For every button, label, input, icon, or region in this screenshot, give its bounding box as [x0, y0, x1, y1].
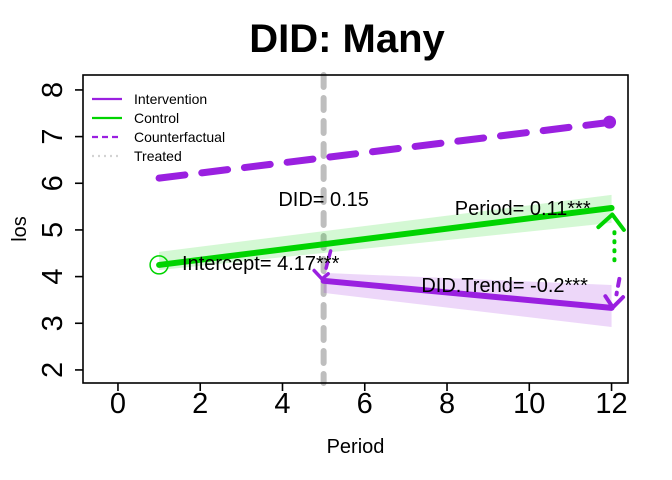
y-axis-label: los	[9, 216, 31, 242]
annotation-did-trend: DID.Trend= -0.2***	[421, 275, 588, 297]
effect-arrow-purple	[614, 276, 622, 297]
axes-group: 0 2 4 6 8 10 12 2 3 4 5 6 7 8	[37, 82, 628, 420]
legend-label: Treated	[134, 148, 182, 164]
titles-group: DID: Many Period los	[9, 17, 446, 458]
series-line-intervention	[320, 277, 615, 311]
did-jump-arrow-head	[312, 268, 330, 281]
did-jump-arrow	[324, 249, 333, 270]
x-tick-label: 10	[513, 388, 545, 420]
annotation-did: DID= 0.15	[278, 189, 369, 211]
legend-label: Control	[134, 110, 179, 126]
x-tick-label: 4	[274, 388, 290, 420]
y-tick-label: 5	[37, 222, 69, 238]
x-tick-label: 8	[439, 388, 455, 420]
legend-item-intervention: Intervention	[92, 91, 207, 107]
legend-item-treated: Treated	[92, 148, 182, 164]
series-start-marker-control	[149, 255, 169, 275]
x-tick-label: 0	[110, 388, 126, 420]
series-lines-group	[149, 115, 617, 311]
series-end-dot-counterfactual	[603, 115, 617, 129]
chart-title: DID: Many	[249, 17, 445, 61]
annotation-intercept: Intercept= 4.17***	[182, 253, 340, 275]
y-tick-label: 2	[37, 362, 69, 378]
y-tick-label: 3	[37, 315, 69, 331]
x-tick-label: 6	[357, 388, 373, 420]
effect-arrow-purple-head	[603, 294, 626, 310]
series-line-counterfactual	[155, 118, 616, 182]
legend-label: Intervention	[134, 91, 207, 107]
annotation-period: Period= 0.11***	[455, 198, 591, 220]
plot-frame	[82, 74, 629, 384]
y-tick-label: 8	[37, 82, 69, 98]
x-tick-label: 12	[595, 388, 627, 420]
y-tick-label: 4	[37, 269, 69, 285]
legend-item-control: Control	[92, 110, 179, 126]
legend-label: Counterfactual	[134, 129, 225, 145]
x-tick-label: 2	[192, 388, 208, 420]
effect-arrow-green-head	[596, 212, 626, 232]
y-tick-label: 6	[37, 175, 69, 191]
legend-item-counterfactual: Counterfactual	[92, 129, 225, 145]
series-line-control	[156, 205, 615, 268]
plot-frame-group	[82, 74, 629, 384]
legend: Intervention Control Counterfactual Treated	[92, 91, 225, 164]
y-tick-label: 7	[37, 129, 69, 145]
annotations-group: DID= 0.15 Period= 0.11*** Intercept= 4.17*…	[182, 189, 591, 297]
effect-arrows-group	[312, 212, 626, 310]
x-axis-label: Period	[327, 436, 385, 458]
